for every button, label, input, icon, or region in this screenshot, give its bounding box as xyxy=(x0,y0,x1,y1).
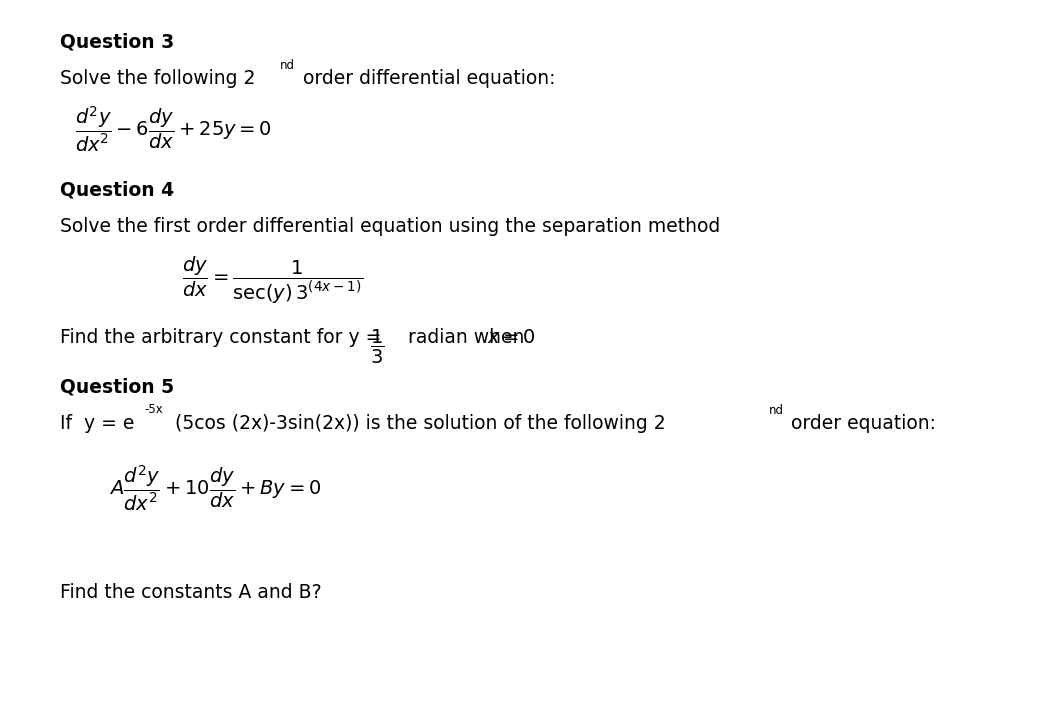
Text: Find the constants A and B?: Find the constants A and B? xyxy=(60,583,322,602)
Text: Question 3: Question 3 xyxy=(60,33,175,51)
Text: nd: nd xyxy=(769,404,784,417)
Text: order differential equation:: order differential equation: xyxy=(297,69,555,88)
Text: $\dfrac{d^2y}{dx^2} - 6\dfrac{dy}{dx} + 25y = 0$: $\dfrac{d^2y}{dx^2} - 6\dfrac{dy}{dx} + … xyxy=(75,105,272,154)
Text: order equation:: order equation: xyxy=(785,414,936,433)
Text: radian when: radian when xyxy=(402,328,530,347)
Text: If  y = e: If y = e xyxy=(60,414,134,433)
Text: Question 5: Question 5 xyxy=(60,378,175,397)
Text: Solve the following 2: Solve the following 2 xyxy=(60,69,256,88)
Text: (5cos (2x)-3sin(2x)) is the solution of the following 2: (5cos (2x)-3sin(2x)) is the solution of … xyxy=(169,414,665,433)
Text: $\dfrac{1}{3}$: $\dfrac{1}{3}$ xyxy=(370,328,384,366)
Text: Solve the first order differential equation using the separation method: Solve the first order differential equat… xyxy=(60,217,720,236)
Text: Find the arbitrary constant for y =: Find the arbitrary constant for y = xyxy=(60,328,382,347)
Text: $A\dfrac{d^2y}{dx^2} + 10\dfrac{dy}{dx} + By = 0$: $A\dfrac{d^2y}{dx^2} + 10\dfrac{dy}{dx} … xyxy=(109,463,322,513)
Text: $x = 0$: $x = 0$ xyxy=(487,328,536,347)
Text: nd: nd xyxy=(279,59,295,72)
Text: $\dfrac{dy}{dx} = \dfrac{1}{\mathrm{sec}(y)\, 3^{(4x-1)}}$: $\dfrac{dy}{dx} = \dfrac{1}{\mathrm{sec}… xyxy=(182,255,363,306)
Text: -5x: -5x xyxy=(144,403,163,416)
Text: Question 4: Question 4 xyxy=(60,181,175,200)
